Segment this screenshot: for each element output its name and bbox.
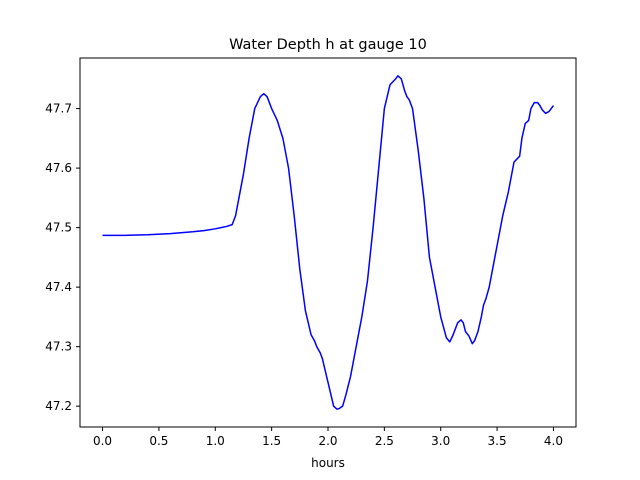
x-axis-label: hours (311, 456, 345, 470)
x-tick-label: 1.5 (262, 434, 281, 448)
y-tick-label: 47.5 (45, 221, 72, 235)
x-tick-label: 4.0 (544, 434, 563, 448)
y-tick-label: 47.6 (45, 161, 72, 175)
x-tick-label: 2.5 (375, 434, 394, 448)
y-tick-label: 47.7 (45, 102, 72, 116)
x-tick-label: 1.0 (206, 434, 225, 448)
x-tick-label: 3.0 (431, 434, 450, 448)
x-tick-label: 0.0 (93, 434, 112, 448)
y-tick-label: 47.2 (45, 399, 72, 413)
y-tick-label: 47.4 (45, 280, 72, 294)
series-line-water-depth (102, 75, 555, 410)
y-tick-label: 47.3 (45, 340, 72, 354)
x-tick-label: 0.5 (149, 434, 168, 448)
x-tick-label: 3.5 (488, 434, 507, 448)
chart-title: Water Depth h at gauge 10 (229, 37, 427, 53)
x-axis: 0.0 0.5 1.0 1.5 2.0 2.5 3.0 3.5 4.0 (93, 427, 563, 448)
x-tick-label: 2.0 (318, 434, 337, 448)
y-axis: 47.2 47.3 47.4 47.5 47.6 47.7 (45, 102, 80, 413)
